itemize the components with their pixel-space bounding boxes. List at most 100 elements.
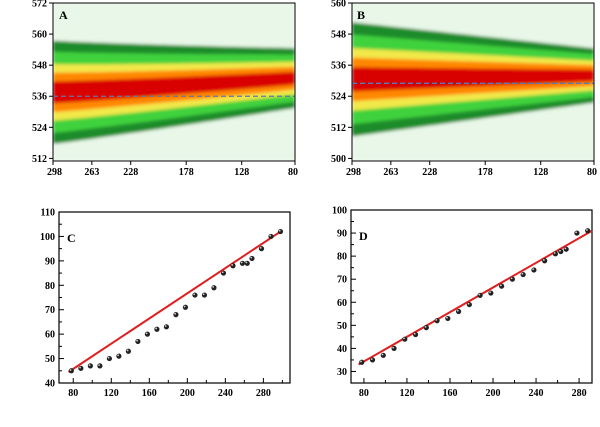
axes-c: 40 50 60 70 80 90 100 110 80 120 160 200 240 280 <box>40 208 283 399</box>
fit-line-d <box>358 229 593 366</box>
data-point-highlight <box>117 354 119 357</box>
panel-letter-b: B <box>357 8 365 22</box>
data-point-highlight <box>575 231 578 234</box>
y-tick-label: 524 <box>32 123 47 134</box>
data-point <box>182 304 189 310</box>
fit-line <box>67 229 283 373</box>
data-point <box>423 325 429 331</box>
data-point-highlight <box>136 339 139 342</box>
data-point <box>201 292 208 298</box>
axes-b: 500 512 524 536 548 560 298 263 228 178 128 80 <box>331 0 597 178</box>
data-point-highlight <box>510 277 513 280</box>
data-point-highlight <box>559 249 561 252</box>
data-point <box>509 276 515 282</box>
plot-frame-d <box>350 209 593 384</box>
data-point-highlight <box>245 261 248 264</box>
data-point-highlight <box>564 247 567 250</box>
y-tick-label: 70 <box>337 275 347 286</box>
axes-d: 30 40 50 60 70 80 90 100 80 120 160 200 240 280 <box>332 206 587 400</box>
data-point-highlight <box>370 358 373 361</box>
data-point <box>434 318 440 324</box>
y-tick-label: 60 <box>45 330 55 341</box>
data-point <box>211 285 217 291</box>
y-tick-label: 50 <box>337 321 347 332</box>
data-point-highlight <box>155 327 158 330</box>
panel-a: A 512 524 536 548 560 572 298 263 228 178 128 80 <box>32 0 298 178</box>
heatmap-a <box>53 3 295 161</box>
x-tick-label: 80 <box>288 167 298 178</box>
data-point <box>520 271 526 278</box>
axes-a: 512 524 536 548 560 572 298 263 228 178 128 80 <box>32 0 298 178</box>
data-point <box>359 359 365 365</box>
data-point-highlight <box>79 366 81 369</box>
data-point <box>466 301 472 308</box>
data-point-highlight <box>360 360 362 363</box>
x-tick-label: 120 <box>399 388 414 399</box>
x-tick-label: 240 <box>218 388 233 399</box>
data-point <box>445 315 451 322</box>
data-point <box>402 336 408 342</box>
y-tick-label: 100 <box>40 232 55 243</box>
fit-line <box>358 229 593 366</box>
data-point-highlight <box>446 316 448 319</box>
data-point <box>173 312 179 318</box>
x-tick-label: 263 <box>383 167 398 178</box>
y-tick-label: 60 <box>337 298 347 309</box>
data-point <box>192 292 198 298</box>
data-point <box>585 228 591 234</box>
data-point-highlight <box>553 252 556 254</box>
data-point-highlight <box>231 264 234 266</box>
data-point <box>380 352 386 358</box>
panel-b: B 500 512 524 536 548 560 298 263 228 178 128 80 <box>331 0 597 178</box>
data-point <box>135 338 141 345</box>
x-tick-label: 80 <box>359 388 369 399</box>
data-point-highlight <box>278 229 281 232</box>
x-tick-label: 160 <box>142 388 157 399</box>
data-point <box>106 355 112 362</box>
x-tick-label: 160 <box>442 388 457 399</box>
data-point <box>230 263 236 269</box>
x-tick-label: 263 <box>84 167 99 178</box>
data-point <box>477 292 483 298</box>
data-point-highlight <box>202 293 205 296</box>
data-point-highlight <box>269 234 272 237</box>
data-point-highlight <box>521 272 524 275</box>
data-point <box>552 251 559 257</box>
data-point <box>244 260 250 266</box>
y-tick-label: 560 <box>32 30 47 41</box>
data-point <box>239 260 246 266</box>
plot-frame-c <box>58 211 291 384</box>
y-tick-label: 548 <box>331 30 346 41</box>
data-point <box>277 228 284 235</box>
data-point-highlight <box>532 268 535 271</box>
data-point-highlight <box>174 312 177 315</box>
y-tick-label: 90 <box>45 256 55 267</box>
data-point <box>97 363 103 369</box>
y-tick-label: 536 <box>331 61 346 72</box>
data-point-highlight <box>489 291 491 294</box>
data-point <box>125 348 131 354</box>
data-point <box>558 248 564 255</box>
data-point-highlight <box>250 256 253 259</box>
data-point <box>563 246 569 252</box>
data-point-highlight <box>424 325 427 328</box>
data-point-highlight <box>467 302 470 305</box>
x-tick-label: 298 <box>346 167 361 178</box>
y-tick-label: 536 <box>32 92 47 103</box>
panel-letter-d: D <box>359 229 368 243</box>
data-point <box>391 345 397 351</box>
x-tick-label: 120 <box>104 388 119 399</box>
data-point-highlight <box>88 364 91 366</box>
data-point <box>268 233 274 240</box>
y-tick-label: 80 <box>45 281 55 292</box>
data-points-c <box>68 228 284 374</box>
panel-letter-a: A <box>59 8 68 22</box>
y-tick-label: 40 <box>337 344 347 355</box>
x-tick-label: 240 <box>529 388 544 399</box>
x-tick-label: 80 <box>587 167 597 178</box>
data-point <box>220 270 227 276</box>
data-point <box>412 331 419 338</box>
x-tick-label: 200 <box>486 388 501 399</box>
data-point <box>249 255 255 262</box>
data-point-highlight <box>240 261 243 264</box>
